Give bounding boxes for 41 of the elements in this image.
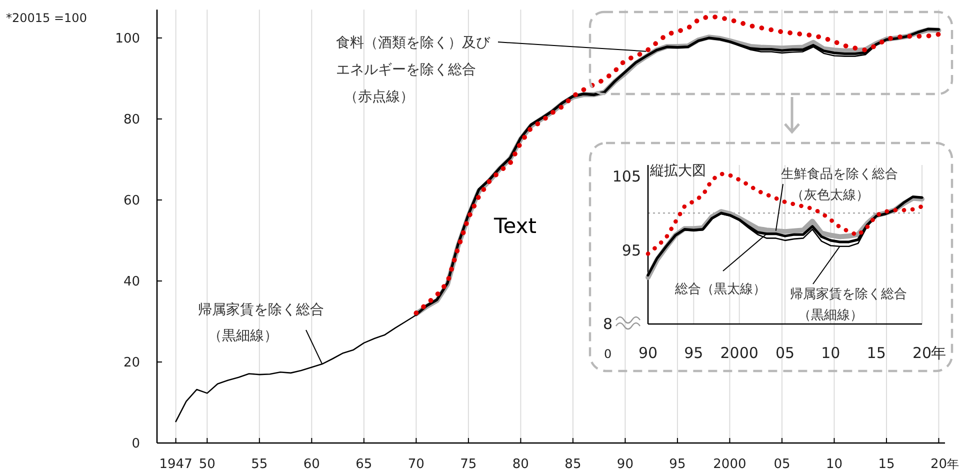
x-tick-label: 20 — [912, 344, 932, 362]
y-tick-label: 60 — [123, 194, 140, 209]
x-tick-label: 2000 — [720, 344, 758, 362]
annotation: 0 — [604, 347, 612, 361]
x-tick-label: 75 — [460, 457, 477, 472]
x-tick-label: 70 — [408, 457, 424, 472]
y-tick-label: 40 — [123, 274, 140, 290]
annotation: Text — [493, 214, 536, 238]
annotation: 年 — [931, 344, 946, 362]
x-tick-label: 05 — [774, 457, 790, 472]
x-tick-label: 55 — [251, 457, 268, 472]
y-tick-label: 105 — [612, 167, 641, 186]
x-tick-label: 10 — [821, 344, 840, 362]
x-tick-label: 85 — [564, 457, 582, 472]
annotation: 食料（酒類を除く）及びエネルギーを除く総合（赤点線） — [336, 35, 491, 105]
x-tick-label: 80 — [512, 457, 529, 472]
y-tick-label: 80 — [123, 112, 140, 128]
x-tick-label: 65 — [356, 457, 372, 472]
x-tick-label: 15 — [878, 457, 895, 472]
x-tick-label: 95 — [669, 457, 686, 472]
annotation: 生鮮食品を除く総合（灰色太線） — [781, 167, 898, 203]
y-tick-label: 100 — [115, 32, 140, 47]
text: 年 — [947, 457, 959, 471]
x-tick-label: 20 — [930, 457, 948, 472]
text: *20015 =100 — [6, 11, 87, 25]
x-tick-label: 2000 — [713, 457, 746, 472]
x-tick-label: 05 — [775, 344, 795, 362]
annotation: 帰属家賃を除く総合（黒細線） — [790, 286, 907, 323]
x-tick-label: 60 — [303, 457, 320, 472]
x-tick-label: 95 — [684, 344, 704, 362]
x-tick-label: 90 — [638, 344, 658, 362]
y-tick-label: 0 — [132, 436, 140, 452]
x-tick-label: 1947 — [159, 457, 192, 472]
annotation: 帰属家賃を除く総合（黒細線） — [198, 302, 324, 344]
x-tick-label: 15 — [866, 344, 886, 362]
chart-title: 縦拡大図 — [649, 163, 706, 179]
x-tick-label: 10 — [826, 457, 842, 472]
annotation: 8 — [603, 315, 613, 333]
x-tick-label: 90 — [616, 457, 634, 472]
annotation: 総合（黒太線） — [674, 282, 766, 297]
x-tick-label: 50 — [198, 457, 216, 472]
